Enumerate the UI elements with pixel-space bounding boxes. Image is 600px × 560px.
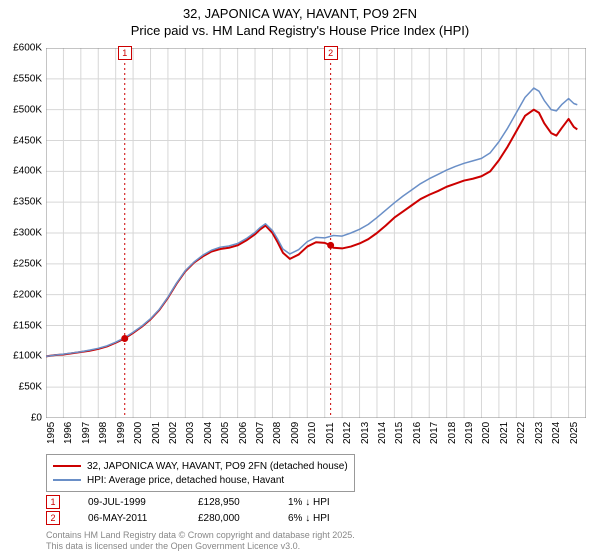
plot-area: 12 bbox=[46, 48, 586, 418]
sale-diff: 6% ↓ HPI bbox=[288, 513, 378, 524]
x-tick-label: 2008 bbox=[272, 422, 283, 444]
title-line-2: Price paid vs. HM Land Registry's House … bbox=[0, 23, 600, 40]
sales-table: 1 09-JUL-1999£128,9501% ↓ HPI 2 06-MAY-2011… bbox=[46, 494, 378, 526]
x-tick-label: 2003 bbox=[185, 422, 196, 444]
x-tick-label: 2016 bbox=[412, 422, 423, 444]
sale-price: £280,000 bbox=[198, 513, 288, 524]
plot-svg bbox=[46, 48, 586, 418]
x-tick-label: 2011 bbox=[325, 422, 336, 444]
x-tick-label: 2002 bbox=[168, 422, 179, 444]
legend-item: HPI: Average price, detached house, Hava… bbox=[53, 473, 348, 487]
x-tick-label: 2000 bbox=[133, 422, 144, 444]
y-tick-label: £0 bbox=[31, 413, 42, 424]
sale-marker: 1 bbox=[46, 495, 60, 509]
x-axis: 1995 1996 1997 1998 1999 2000 2001 2002 2003 2004… bbox=[46, 420, 586, 452]
y-tick-label: £100K bbox=[13, 351, 42, 362]
x-tick-label: 2009 bbox=[290, 422, 301, 444]
y-tick-label: £250K bbox=[13, 258, 42, 269]
event-marker: 2 bbox=[324, 46, 338, 60]
sale-date: 09-JUL-1999 bbox=[88, 497, 198, 508]
x-tick-label: 2007 bbox=[255, 422, 266, 444]
sale-diff: 1% ↓ HPI bbox=[288, 497, 378, 508]
legend-swatch bbox=[53, 479, 81, 481]
sale-row: 1 09-JUL-1999£128,9501% ↓ HPI bbox=[46, 494, 378, 510]
y-tick-label: £600K bbox=[13, 43, 42, 54]
x-tick-label: 2001 bbox=[151, 422, 162, 444]
chart-title: 32, JAPONICA WAY, HAVANT, PO9 2FN Price … bbox=[0, 0, 600, 40]
footer-line-2: This data is licensed under the Open Gov… bbox=[46, 541, 355, 552]
x-tick-label: 2017 bbox=[429, 422, 440, 444]
legend-item: 32, JAPONICA WAY, HAVANT, PO9 2FN (detac… bbox=[53, 459, 348, 473]
x-tick-label: 2005 bbox=[220, 422, 231, 444]
x-tick-label: 2004 bbox=[203, 422, 214, 444]
footer-attribution: Contains HM Land Registry data © Crown c… bbox=[46, 530, 355, 552]
footer-line-1: Contains HM Land Registry data © Crown c… bbox=[46, 530, 355, 541]
x-tick-label: 2023 bbox=[534, 422, 545, 444]
x-tick-label: 2019 bbox=[464, 422, 475, 444]
y-tick-label: £50K bbox=[19, 382, 42, 393]
y-tick-label: £150K bbox=[13, 320, 42, 331]
sale-row: 2 06-MAY-2011£280,0006% ↓ HPI bbox=[46, 510, 378, 526]
x-tick-label: 2006 bbox=[238, 422, 249, 444]
x-tick-label: 2021 bbox=[499, 422, 510, 444]
x-tick-label: 1996 bbox=[63, 422, 74, 444]
y-tick-label: £200K bbox=[13, 289, 42, 300]
x-tick-label: 2025 bbox=[569, 422, 580, 444]
sale-marker: 2 bbox=[46, 511, 60, 525]
x-tick-label: 2018 bbox=[447, 422, 458, 444]
legend-label: HPI: Average price, detached house, Hava… bbox=[87, 475, 284, 486]
title-line-1: 32, JAPONICA WAY, HAVANT, PO9 2FN bbox=[0, 6, 600, 23]
x-tick-label: 2012 bbox=[342, 422, 353, 444]
x-tick-label: 2022 bbox=[516, 422, 527, 444]
legend: 32, JAPONICA WAY, HAVANT, PO9 2FN (detac… bbox=[46, 454, 355, 492]
x-tick-label: 1995 bbox=[46, 422, 57, 444]
x-tick-label: 2024 bbox=[551, 422, 562, 444]
x-tick-label: 2020 bbox=[481, 422, 492, 444]
x-tick-label: 2014 bbox=[377, 422, 388, 444]
sale-date: 06-MAY-2011 bbox=[88, 513, 198, 524]
y-tick-label: £400K bbox=[13, 166, 42, 177]
y-tick-label: £500K bbox=[13, 104, 42, 115]
y-axis: £0£50K£100K£150K£200K£250K£300K£350K£400… bbox=[0, 48, 44, 418]
x-tick-label: 1999 bbox=[116, 422, 127, 444]
x-tick-label: 2015 bbox=[394, 422, 405, 444]
legend-label: 32, JAPONICA WAY, HAVANT, PO9 2FN (detac… bbox=[87, 461, 348, 472]
y-tick-label: £450K bbox=[13, 135, 42, 146]
sale-price: £128,950 bbox=[198, 497, 288, 508]
y-tick-label: £550K bbox=[13, 73, 42, 84]
legend-swatch bbox=[53, 465, 81, 467]
x-tick-label: 1998 bbox=[98, 422, 109, 444]
event-marker: 1 bbox=[118, 46, 132, 60]
x-tick-label: 2010 bbox=[307, 422, 318, 444]
chart-container: 32, JAPONICA WAY, HAVANT, PO9 2FN Price … bbox=[0, 0, 600, 560]
y-tick-label: £300K bbox=[13, 228, 42, 239]
y-tick-label: £350K bbox=[13, 197, 42, 208]
x-tick-label: 2013 bbox=[360, 422, 371, 444]
x-tick-label: 1997 bbox=[81, 422, 92, 444]
